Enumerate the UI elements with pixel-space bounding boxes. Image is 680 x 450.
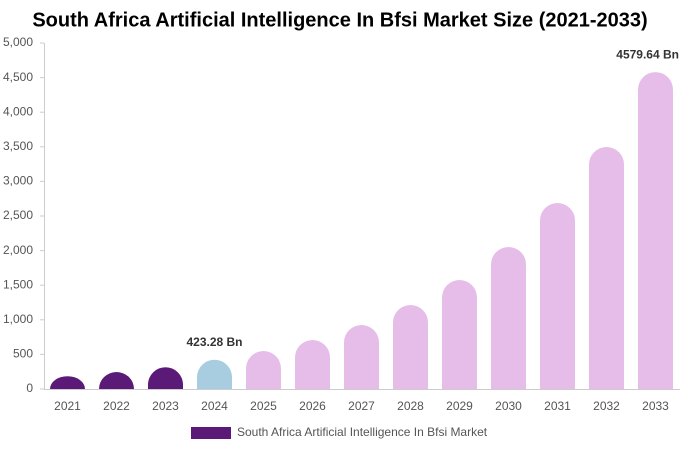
bar <box>246 351 281 389</box>
x-tick-label: 2027 <box>348 399 375 413</box>
bar <box>50 376 85 389</box>
y-tick-label: 500 <box>13 347 33 361</box>
x-tick-label: 2030 <box>495 399 522 413</box>
bar <box>295 340 330 389</box>
y-tick-label: 1,000 <box>3 312 33 326</box>
x-tick-label: 2021 <box>54 399 81 413</box>
legend-swatch <box>191 427 231 439</box>
y-tick-label: 3,000 <box>3 174 33 188</box>
bar <box>540 202 575 389</box>
x-tick-label: 2025 <box>250 399 277 413</box>
x-tick-label: 2022 <box>103 399 130 413</box>
bar <box>344 324 379 389</box>
bar <box>197 359 232 389</box>
x-tick-label: 2032 <box>593 399 620 413</box>
y-tick-label: 1,500 <box>3 277 33 291</box>
x-tick-label: 2024 <box>201 399 228 413</box>
x-tick-label: 2029 <box>446 399 473 413</box>
y-tick-label: 4,000 <box>3 104 33 118</box>
y-tick-label: 4,500 <box>3 70 33 84</box>
x-tick-label: 2031 <box>544 399 571 413</box>
x-tick-label: 2026 <box>299 399 326 413</box>
bar <box>99 372 134 389</box>
bar <box>638 72 673 389</box>
value-label: 423.28 Bn <box>186 335 242 349</box>
y-tick-label: 3,500 <box>3 139 33 153</box>
bar <box>491 247 526 389</box>
x-tick-label: 2033 <box>642 399 669 413</box>
x-tick-label: 2028 <box>397 399 424 413</box>
chart-title: South Africa Artificial Intelligence In … <box>32 9 647 31</box>
y-tick-label: 2,000 <box>3 243 33 257</box>
bar <box>148 367 183 389</box>
bar <box>442 280 477 389</box>
y-tick-label: 2,500 <box>3 208 33 222</box>
bar <box>589 147 624 389</box>
value-label: 4579.64 Bn <box>616 47 679 61</box>
y-tick-label: 5,000 <box>3 35 33 49</box>
x-tick-label: 2023 <box>152 399 179 413</box>
legend-label: South Africa Artificial Intelligence In … <box>237 425 488 439</box>
y-tick-label: 0 <box>26 381 33 395</box>
bar <box>393 304 428 389</box>
